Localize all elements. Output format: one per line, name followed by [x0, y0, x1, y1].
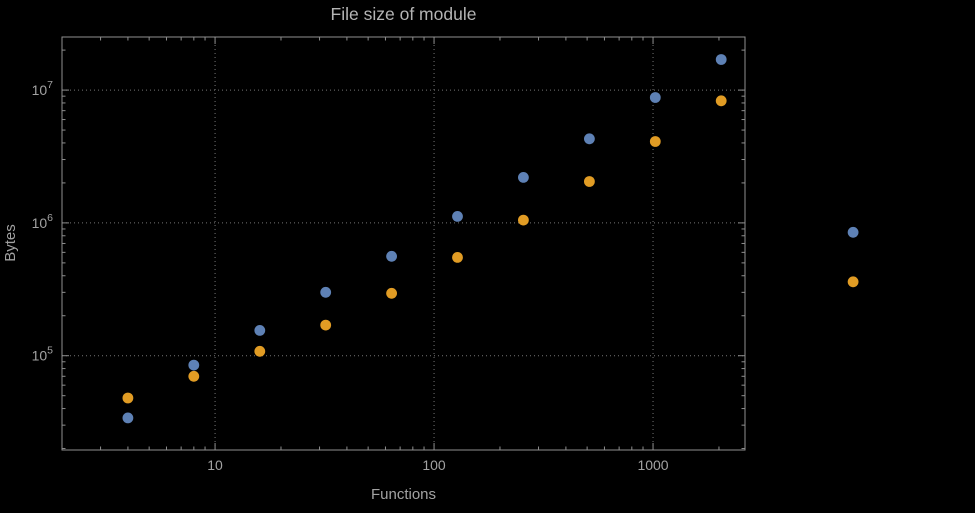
data-point-blue	[254, 325, 266, 336]
data-point-blue	[452, 211, 463, 222]
x-tick-label: 10	[207, 457, 223, 473]
y-tick-label: 105	[32, 345, 54, 364]
data-point-orange	[320, 319, 332, 331]
data-point-blue	[386, 250, 397, 262]
x-tick-label: 100	[422, 457, 446, 473]
data-point-orange	[188, 370, 200, 382]
y-tick-label: 107	[32, 79, 54, 98]
chart-title: File size of module	[330, 4, 477, 24]
x-tick-label: 1000	[637, 457, 668, 473]
y-axis-label: Bytes	[2, 224, 19, 262]
data-point-orange	[649, 136, 661, 147]
data-point-blue	[584, 133, 595, 145]
data-point-orange	[386, 287, 397, 299]
data-point-orange	[254, 345, 266, 357]
data-point-orange	[584, 176, 595, 187]
data-point-blue	[518, 172, 529, 183]
data-point-blue	[122, 412, 134, 424]
data-point-blue	[649, 92, 661, 103]
data-point-orange	[847, 276, 859, 288]
data-point-blue	[320, 286, 332, 298]
data-point-orange	[715, 95, 727, 107]
data-point-orange	[518, 214, 529, 226]
data-point-orange	[452, 252, 463, 263]
data-point-orange	[122, 392, 134, 404]
data-point-blue	[847, 226, 859, 238]
y-tick-label: 106	[32, 212, 54, 231]
plot-frame	[61, 36, 746, 451]
data-point-blue	[715, 54, 727, 65]
data-point-blue	[188, 359, 200, 371]
x-axis-label: Functions	[370, 486, 437, 503]
